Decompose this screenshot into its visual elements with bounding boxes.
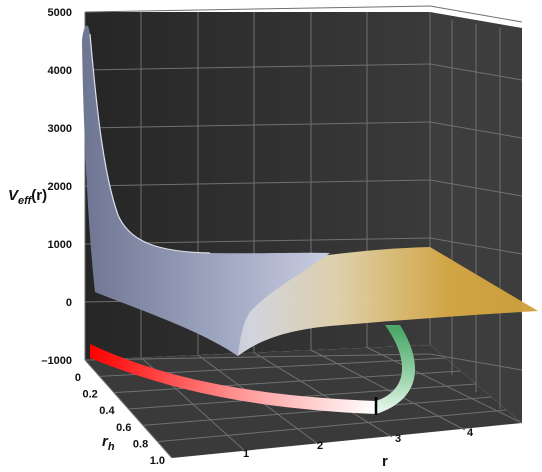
grid-line-back-horizontal (84, 63, 431, 71)
x-axis-title: r (382, 453, 388, 470)
grid-line-floor-width (157, 409, 507, 443)
grid-line-side-horizontal (429, 5, 523, 23)
z-tick-label: 2000 (48, 181, 72, 193)
horizon-curve-red (90, 344, 376, 414)
z-tick-label: 1000 (48, 239, 72, 251)
y-tick-label: 0.2 (83, 389, 98, 401)
x-tick-label: 1 (243, 448, 249, 460)
y-tick-label: 1.0 (150, 455, 165, 467)
y-tick-label: 0.6 (116, 422, 131, 434)
x-axis-ticks: 1 2 3 4 (243, 427, 474, 460)
grid-line-floor-depth (366, 347, 523, 424)
z-tick-label: 3000 (48, 123, 72, 135)
y-axis-title: rh (102, 433, 115, 453)
x-tick-label: 2 (317, 440, 323, 452)
surface-ridge-highlight (89, 33, 211, 254)
grid-line-floor-width (142, 396, 492, 426)
z-tick-label: 4000 (48, 65, 72, 77)
y-tick-label: 0 (75, 372, 81, 384)
potential-surface-spike (82, 25, 330, 356)
z-tick-label: 5000 (48, 7, 72, 19)
photon-curve-green (376, 325, 416, 414)
grid-line-back-horizontal (84, 5, 431, 13)
z-tick-label: –1000 (41, 355, 72, 367)
y-tick-label: 0.4 (99, 405, 115, 417)
x-tick-label: 3 (395, 433, 401, 445)
x-tick-label: 4 (467, 427, 474, 439)
z-axis-ticks: 5000 4000 3000 2000 1000 0 –1000 (41, 7, 72, 367)
z-axis-title: Veff(r) (8, 187, 47, 207)
grid-line-back-horizontal (84, 121, 431, 129)
y-tick-label: 0.8 (133, 438, 148, 450)
grid-line-back-horizontal (84, 179, 431, 187)
z-tick-label: 0 (66, 297, 72, 309)
y-axis-ticks: 00.20.40.60.81.0 (75, 372, 165, 467)
